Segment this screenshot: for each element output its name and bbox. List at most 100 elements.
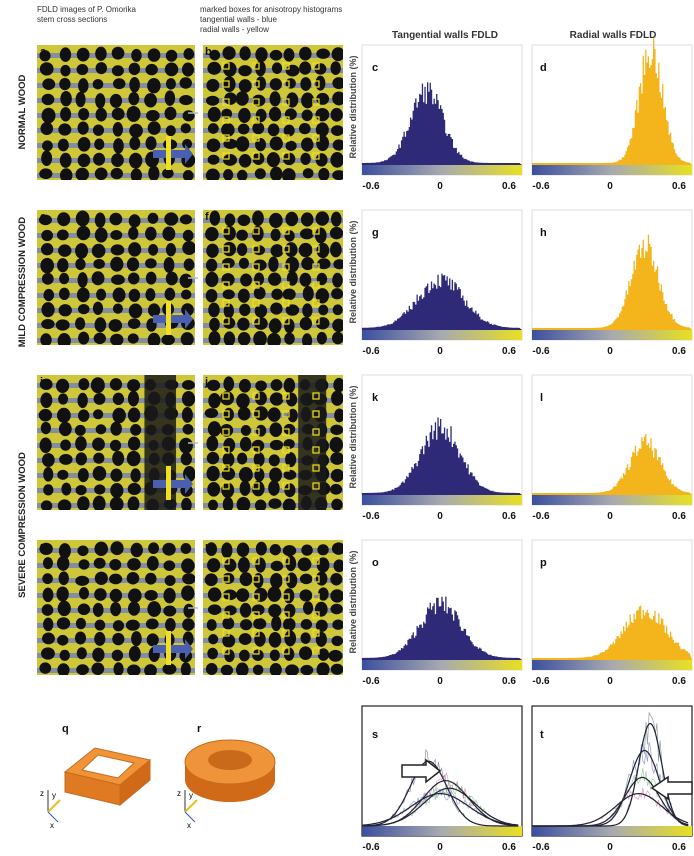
cell-lumen bbox=[238, 65, 251, 76]
cell-lumen bbox=[332, 170, 345, 180]
cell-lumen bbox=[269, 107, 281, 122]
panel-letter: k bbox=[372, 392, 379, 404]
x-tick-label: -0.6 bbox=[362, 676, 380, 687]
axis-icon-label: y bbox=[52, 791, 56, 800]
cell-lumen bbox=[285, 108, 297, 119]
cell-lumen bbox=[57, 663, 69, 676]
cell-lumen bbox=[112, 108, 125, 121]
cell-lumen bbox=[240, 481, 251, 496]
cell-lumen bbox=[239, 633, 252, 645]
y-axis-label: Relative distribution (%) bbox=[348, 220, 358, 323]
panel-letter: a bbox=[40, 46, 47, 58]
cell-lumen bbox=[315, 108, 329, 121]
cell-lumen bbox=[76, 664, 89, 675]
cell-lumen bbox=[239, 46, 250, 60]
header-line: tangential walls - blue bbox=[200, 15, 277, 24]
cell-lumen bbox=[255, 557, 266, 572]
cell-lumen bbox=[163, 588, 175, 604]
cell-lumen bbox=[58, 393, 68, 404]
micrograph bbox=[37, 45, 195, 183]
cell-lumen bbox=[207, 619, 217, 631]
cell-lumen bbox=[164, 257, 175, 273]
x-tick-label: 0.6 bbox=[502, 511, 516, 522]
cell-lumen bbox=[59, 422, 72, 436]
cell-lumen bbox=[208, 500, 218, 511]
cell-lumen bbox=[110, 589, 122, 602]
cell-lumen bbox=[253, 259, 266, 270]
x-tick-label: 0.6 bbox=[672, 511, 686, 522]
x-tick-label: 0.6 bbox=[672, 842, 686, 853]
cell-lumen bbox=[302, 303, 312, 317]
cell-lumen bbox=[223, 497, 234, 512]
cell-lumen bbox=[271, 289, 283, 300]
cell-lumen bbox=[208, 393, 220, 408]
cell-lumen bbox=[181, 498, 192, 512]
colorbar bbox=[532, 660, 692, 670]
cell-lumen bbox=[267, 152, 280, 167]
cell-lumen bbox=[75, 576, 89, 586]
cell-lumen bbox=[43, 467, 53, 482]
cell-lumen bbox=[41, 151, 52, 167]
cell-lumen bbox=[130, 424, 141, 436]
cell-lumen bbox=[113, 303, 123, 313]
cell-lumen bbox=[162, 226, 175, 241]
cell-lumen bbox=[316, 632, 327, 647]
cell-lumen bbox=[147, 601, 161, 617]
cell-lumen bbox=[128, 318, 141, 329]
cell-lumen bbox=[284, 333, 295, 345]
cell-lumen bbox=[302, 110, 313, 122]
axis-icon-label: y bbox=[189, 791, 193, 800]
cell-lumen bbox=[111, 244, 125, 255]
cell-lumen bbox=[299, 646, 312, 660]
cell-lumen bbox=[42, 573, 53, 584]
cell-lumen bbox=[130, 468, 140, 482]
cell-lumen bbox=[183, 230, 194, 242]
row-label: NORMAL WOOD bbox=[17, 74, 28, 149]
cell-lumen bbox=[92, 648, 104, 662]
cell-lumen bbox=[238, 557, 250, 573]
dark-zone bbox=[298, 375, 326, 510]
cell-lumen bbox=[284, 48, 295, 61]
cell-lumen bbox=[146, 110, 160, 121]
colorbar bbox=[532, 826, 692, 836]
shift-arrow bbox=[402, 760, 440, 782]
cell-lumen bbox=[146, 618, 159, 629]
cell-lumen bbox=[78, 272, 88, 288]
cell-lumen bbox=[43, 557, 53, 569]
cell-lumen bbox=[206, 79, 219, 92]
histogram bbox=[532, 39, 692, 166]
cell-lumen bbox=[42, 94, 55, 105]
cell-lumen bbox=[252, 649, 264, 661]
cell-lumen bbox=[210, 211, 221, 226]
cell-lumen bbox=[145, 590, 158, 601]
cell-lumen bbox=[208, 634, 218, 644]
cell-lumen bbox=[221, 665, 233, 676]
column-header: Tangential walls FDLD bbox=[392, 30, 498, 41]
cell-lumen bbox=[300, 632, 310, 644]
cell-lumen bbox=[284, 483, 295, 497]
cell-lumen bbox=[56, 379, 69, 393]
cell-lumen bbox=[330, 589, 344, 602]
cell-lumen bbox=[93, 453, 104, 464]
cell-lumen bbox=[41, 422, 51, 434]
cell-lumen bbox=[182, 391, 195, 407]
cell-lumen bbox=[166, 243, 176, 256]
cell-lumen bbox=[113, 78, 126, 89]
cell-lumen bbox=[206, 289, 218, 303]
cell-lumen bbox=[42, 632, 55, 644]
cell-lumen bbox=[77, 226, 91, 240]
cell-lumen bbox=[333, 304, 343, 315]
cell-lumen bbox=[255, 138, 266, 151]
cell-lumen bbox=[284, 630, 296, 646]
cell-lumen bbox=[270, 440, 283, 450]
cell-lumen bbox=[236, 136, 249, 151]
cell-lumen bbox=[77, 647, 87, 659]
cell-lumen bbox=[181, 332, 194, 346]
cell-lumen bbox=[332, 332, 344, 345]
cell-lumen bbox=[145, 258, 157, 268]
column-header: Radial walls FDLD bbox=[570, 30, 657, 41]
x-tick-label: 0.6 bbox=[502, 676, 516, 687]
cell-lumen bbox=[58, 601, 71, 616]
cell-lumen bbox=[145, 136, 156, 150]
cell-lumen bbox=[208, 155, 220, 165]
